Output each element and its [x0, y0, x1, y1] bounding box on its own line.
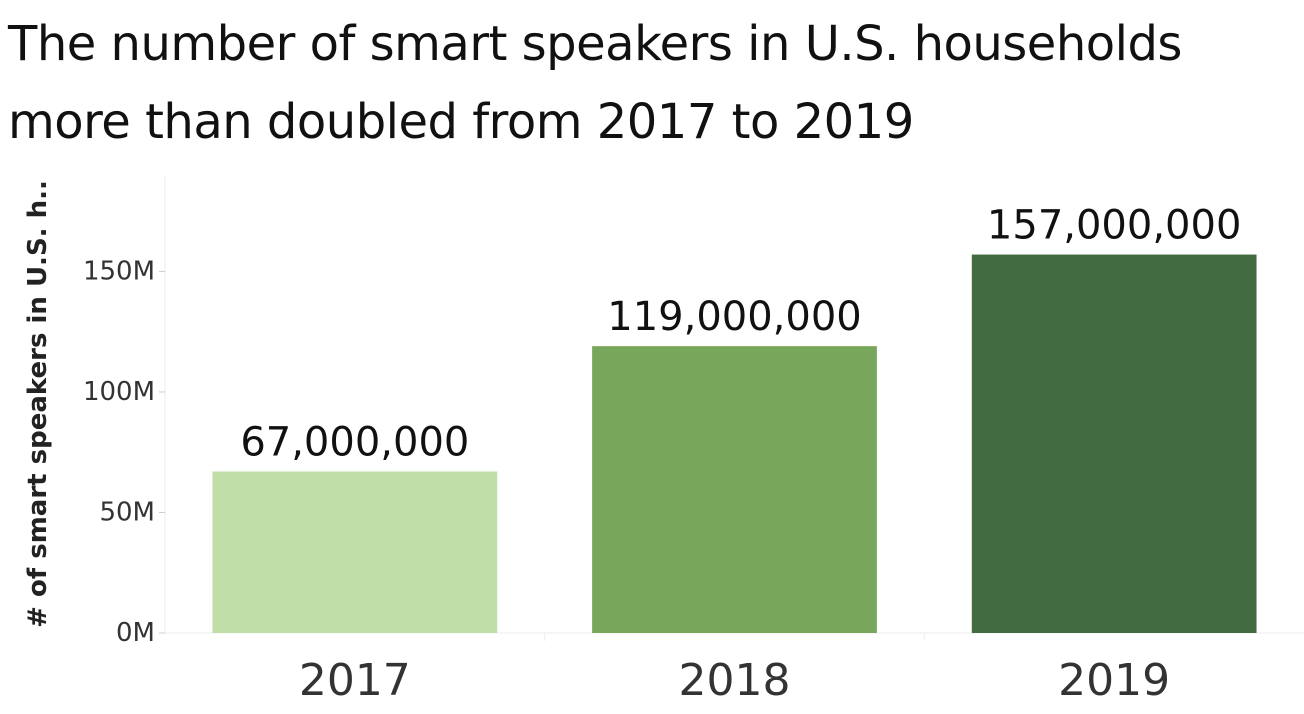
chart-title-line-1: The number of smart speakers in U.S. hou… — [8, 16, 1182, 72]
x-tick-label-2019: 2019 — [1058, 655, 1170, 706]
bar-2018 — [592, 346, 877, 633]
data-label-2018: 119,000,000 — [607, 294, 861, 340]
data-label-2017: 67,000,000 — [240, 419, 469, 465]
y-tick-label: 100M — [83, 377, 155, 407]
y-tick-label: 50M — [99, 497, 155, 527]
y-tick-label: 150M — [83, 256, 155, 286]
chart-axes: 0M 50M 100M 150M — [83, 175, 1304, 648]
y-tick-label: 0M — [116, 618, 155, 648]
data-label-2019: 157,000,000 — [987, 203, 1241, 249]
x-tick-label-2017: 2017 — [299, 655, 411, 706]
x-tick-label-2018: 2018 — [679, 655, 791, 706]
bar-2017 — [212, 471, 498, 633]
chart-labels: 67,000,000 2017 119,000,000 2018 157,000,000… — [240, 203, 1241, 706]
chart-title-line-2: more than doubled from 2017 to 2019 — [8, 94, 914, 150]
bar-2019 — [971, 254, 1257, 633]
chart-bars — [212, 254, 1257, 633]
y-axis-title: # of smart speakers in U.S. h.. — [23, 180, 53, 628]
